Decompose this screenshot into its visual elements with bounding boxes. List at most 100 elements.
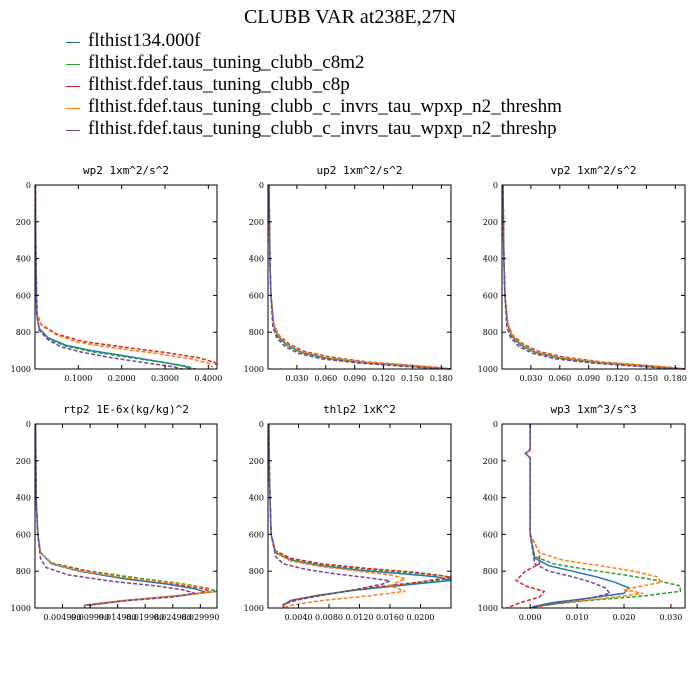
y-tick-label: 200 <box>249 218 264 227</box>
y-tick-label: 200 <box>16 457 31 466</box>
plot-frame <box>501 423 686 609</box>
x-tick-label: 0.150 <box>401 374 424 383</box>
y-tick-label: 800 <box>483 328 498 337</box>
panel-title: up2 1xm^2/s^2 <box>316 164 402 177</box>
y-tick-label: 200 <box>483 218 498 227</box>
x-tick-label: 0.029990 <box>181 613 219 622</box>
y-tick-label: 0 <box>26 181 31 190</box>
series-line <box>34 423 212 608</box>
x-tick-label: 0.060 <box>314 374 337 383</box>
x-tick-label: 0.030 <box>519 374 542 383</box>
y-tick-label: 800 <box>249 328 264 337</box>
y-tick-label: 800 <box>16 328 31 337</box>
x-tick-label: 0.180 <box>664 374 687 383</box>
y-tick-label: 600 <box>483 530 498 539</box>
plot-panel: wp2 1xm^2/s^2 0 200 400 600 800 1000 0.1000 0.20… <box>11 164 223 383</box>
series-line <box>268 184 452 370</box>
plot-panel: wp3 1xm^3/s^3 0 200 400 600 800 1000 0.000 0.010… <box>478 403 686 622</box>
y-tick-label: 400 <box>249 494 264 503</box>
series-line <box>268 423 452 608</box>
y-tick-label: 1000 <box>478 365 498 374</box>
x-tick-label: 0.014980 <box>99 613 137 622</box>
series-line <box>502 184 686 370</box>
x-tick-label: 0.4000 <box>194 374 222 383</box>
plot-panel: rtp2 1E-6x(kg/kg)^2 0 200 400 600 800 1000 0.00… <box>11 403 220 622</box>
y-tick-label: 600 <box>249 291 264 300</box>
x-tick-label: 0.024980 <box>154 613 192 622</box>
series-line <box>34 423 214 608</box>
legend-label: flthist.fdef.taus_tuning_clubb_c8m2 <box>88 52 365 73</box>
y-tick-label: 1000 <box>11 365 31 374</box>
y-tick-label: 600 <box>16 530 31 539</box>
plot-frame <box>34 423 218 609</box>
legend-entry-threshp: flthist.fdef.taus_tuning_clubb_c_invrs_t… <box>66 118 562 140</box>
x-tick-label: 0.009990 <box>71 613 109 622</box>
series-line <box>524 424 630 609</box>
y-tick-label: 1000 <box>11 604 31 613</box>
x-tick-label: 0.090 <box>343 374 366 383</box>
legend-swatch <box>66 63 80 65</box>
series-line <box>506 424 546 609</box>
y-tick-label: 1000 <box>478 604 498 613</box>
series-line <box>524 424 663 609</box>
x-tick-label: 0.090 <box>577 374 600 383</box>
series-line <box>268 184 452 370</box>
series-line <box>502 184 686 370</box>
series-line <box>524 424 682 609</box>
legend-swatch <box>66 85 80 87</box>
series-line <box>524 424 612 609</box>
y-tick-label: 1000 <box>244 365 264 374</box>
y-tick-label: 600 <box>16 291 31 300</box>
x-tick-label: 0.0080 <box>315 613 343 622</box>
x-tick-label: 0.0160 <box>376 613 404 622</box>
legend-entry-c8p: flthist.fdef.taus_tuning_clubb_c8p <box>66 74 562 96</box>
y-tick-label: 0 <box>493 181 498 190</box>
plot-frame <box>267 184 452 370</box>
legend-swatch <box>66 107 80 109</box>
x-tick-label: 0.004990 <box>43 613 81 622</box>
x-tick-label: 0.000 <box>519 613 542 622</box>
y-tick-label: 400 <box>249 255 264 264</box>
x-tick-label: 0.0200 <box>407 613 435 622</box>
y-tick-label: 200 <box>16 218 31 227</box>
legend-label: flthist.fdef.taus_tuning_clubb_c8p <box>88 74 350 95</box>
x-tick-label: 0.180 <box>430 374 453 383</box>
y-tick-label: 400 <box>16 494 31 503</box>
plot-panel: vp2 1xm^2/s^2 0 200 400 600 800 1000 0.030 0.060… <box>478 164 687 383</box>
series-line <box>268 184 452 370</box>
series-line <box>34 423 207 608</box>
series-line <box>268 423 393 608</box>
x-tick-label: 0.019980 <box>126 613 164 622</box>
legend-swatch <box>66 41 80 43</box>
plot-frame <box>267 423 452 609</box>
series-line <box>268 423 452 608</box>
legend-swatch <box>66 129 80 131</box>
x-tick-label: 0.030 <box>285 374 308 383</box>
legend-entry-threshm: flthist.fdef.taus_tuning_clubb_c_invrs_t… <box>66 96 562 118</box>
series-line <box>34 184 196 370</box>
panel-title: vp2 1xm^2/s^2 <box>550 164 636 177</box>
x-tick-label: 0.2000 <box>108 374 136 383</box>
page-title: CLUBB VAR at238E,27N <box>243 6 457 28</box>
x-tick-label: 0.010 <box>566 613 589 622</box>
y-tick-label: 1000 <box>244 604 264 613</box>
y-tick-label: 200 <box>483 457 498 466</box>
y-tick-label: 800 <box>16 567 31 576</box>
series-line <box>34 184 192 370</box>
y-tick-label: 600 <box>483 291 498 300</box>
y-tick-label: 400 <box>16 255 31 264</box>
y-tick-label: 200 <box>249 457 264 466</box>
series-line <box>268 423 408 609</box>
series-line <box>34 184 218 367</box>
x-tick-label: 0.030 <box>659 613 682 622</box>
panel-title: wp3 1xm^3/s^3 <box>550 403 636 416</box>
series-line <box>268 184 452 370</box>
plot-frame <box>501 184 686 370</box>
x-tick-label: 0.0120 <box>346 613 374 622</box>
legend: flthist134.000f flthist.fdef.taus_tuning… <box>66 30 562 140</box>
x-tick-label: 0.120 <box>372 374 395 383</box>
series-line <box>502 184 686 370</box>
legend-label: flthist134.000f <box>88 30 201 51</box>
x-tick-label: 0.060 <box>548 374 571 383</box>
